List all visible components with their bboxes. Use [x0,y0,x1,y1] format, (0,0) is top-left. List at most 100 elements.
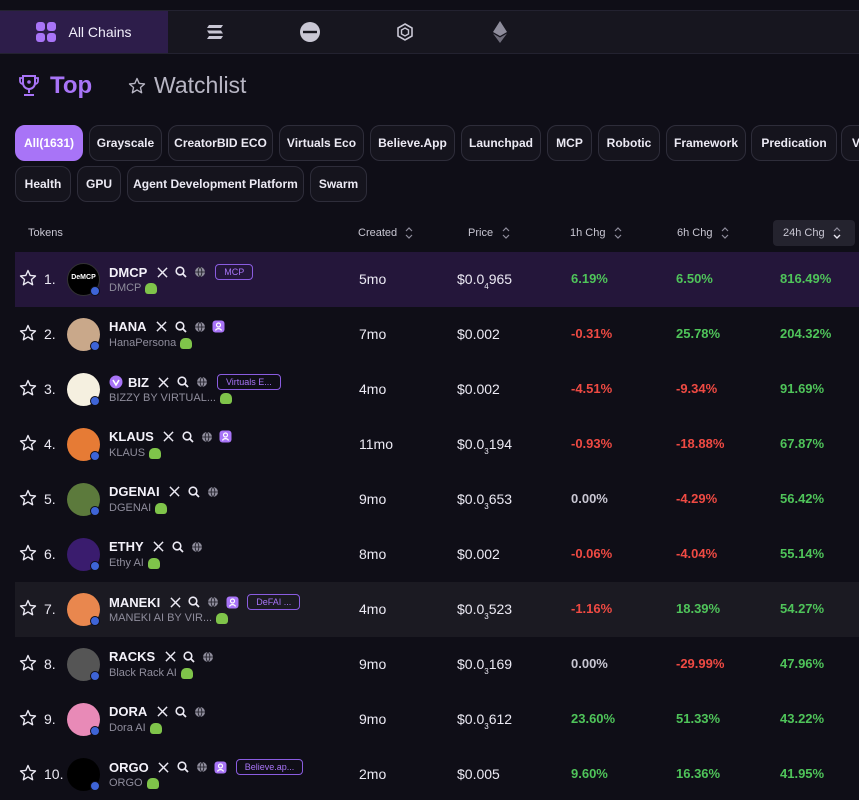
category-chip-mcp[interactable]: MCP [547,125,592,161]
agent-icon[interactable] [212,320,226,334]
table-row[interactable]: 3. BIZ Virtuals E... BIZZY BY VIRTUAL... 4mo… [15,362,859,417]
category-chip-predication[interactable]: Predication [751,125,837,161]
globe-icon[interactable] [193,705,207,719]
category-chip-all[interactable]: All(1631) [15,125,83,161]
category-chip-agent-dev[interactable]: Agent Development Platform [127,166,304,202]
search-icon[interactable] [181,430,195,444]
watchlist-star-icon[interactable] [19,489,39,509]
table-row[interactable]: 2. HANA HanaPersona 7mo $0.002 -0.31% 25.78% 20… [15,307,859,362]
search-icon[interactable] [174,265,188,279]
chain-tab-all[interactable]: All Chains [0,11,168,53]
column-created[interactable]: Created [358,215,413,251]
agent-icon[interactable] [225,595,239,609]
category-chip-grayscale[interactable]: Grayscale [89,125,162,161]
token-symbol[interactable]: DMCP [109,264,148,280]
token-rank: 10. [44,766,64,782]
token-created: 9mo [359,656,387,672]
watchlist-star-icon[interactable] [19,379,39,399]
token-symbol[interactable]: HANA [109,319,147,334]
category-chip-creatorbid[interactable]: CreatorBID ECO [168,125,273,161]
column-24h-change[interactable]: 24h Chg [773,220,855,246]
watchlist-star-icon[interactable] [19,434,39,454]
watchlist-star-icon[interactable] [19,324,39,344]
table-row[interactable]: 7. MANEKI DeFAI ... MANEKI AI BY VIR... 4mo $… [15,582,859,637]
category-chip-overflow[interactable]: V [841,125,859,161]
x-icon[interactable] [157,375,171,389]
table-row[interactable]: 6. ETHY Ethy AI 8mo $0.002 -0.06% -4.04% 55.14% [15,527,859,582]
category-chip-framework[interactable]: Framework [666,125,746,161]
globe-icon[interactable] [193,265,207,279]
token-symbol[interactable]: ETHY [109,539,144,554]
agent-icon[interactable] [214,760,228,774]
x-icon[interactable] [155,320,169,334]
x-icon[interactable] [163,650,177,664]
category-chip-swarm[interactable]: Swarm [310,166,367,202]
globe-icon[interactable] [206,485,220,499]
chain-tab-base[interactable] [290,11,330,53]
table-row[interactable]: 1. DeMCP DMCP MCP DMCP 5mo $0.04965 6.19% 6.50% 8… [15,252,859,307]
category-chip-gpu[interactable]: GPU [77,166,121,202]
globe-icon[interactable] [195,760,209,774]
watchlist-star-icon[interactable] [19,269,39,289]
watchlist-star-icon[interactable] [19,544,39,564]
token-tag[interactable]: Virtuals E... [216,374,281,390]
tab-watchlist[interactable]: Watchlist [128,72,246,99]
x-icon[interactable] [162,430,176,444]
watchlist-star-icon[interactable] [19,764,39,784]
x-icon[interactable] [168,595,182,609]
token-tag[interactable]: Believe.ap... [235,759,304,775]
token-symbol[interactable]: MANEKI [109,594,161,610]
watchlist-star-icon[interactable] [19,709,39,729]
watchlist-star-icon[interactable] [19,654,39,674]
token-name-line: ORGO Believe.ap... [109,759,304,775]
token-created: 5mo [359,271,387,287]
search-icon[interactable] [176,760,190,774]
chain-tab-bnb[interactable] [385,11,425,53]
x-icon[interactable] [155,705,169,719]
chain-tab-solana[interactable] [195,11,235,53]
token-symbol[interactable]: DGENAI [109,484,160,499]
table-row[interactable]: 10. ORGO Believe.ap... ORGO 2mo $0.005 9.60% 16… [15,747,859,800]
category-chip-believe[interactable]: Believe.App [370,125,455,161]
globe-icon[interactable] [201,650,215,664]
globe-icon[interactable] [190,540,204,554]
search-icon[interactable] [174,705,188,719]
tab-top[interactable]: Top [18,72,92,100]
globe-icon[interactable] [193,320,207,334]
token-tag[interactable]: DeFAI ... [247,594,301,610]
category-chip-virtuals[interactable]: Virtuals Eco [279,125,364,161]
column-price[interactable]: Price [468,215,510,251]
agent-icon[interactable] [219,430,233,444]
token-symbol[interactable]: ORGO [109,759,149,775]
search-icon[interactable] [174,320,188,334]
watchlist-star-icon[interactable] [19,599,39,619]
token-symbol[interactable]: RACKS [109,649,156,664]
category-chip-launchpad[interactable]: Launchpad [461,125,541,161]
category-chip-robotic[interactable]: Robotic [598,125,660,161]
search-icon[interactable] [171,540,185,554]
globe-icon[interactable] [206,595,220,609]
token-symbol[interactable]: BIZ [128,374,149,390]
table-row[interactable]: 4. KLAUS KLAUS 11mo $0.03194 -0.93% -18.88% 67.… [15,417,859,472]
globe-icon[interactable] [195,375,209,389]
search-icon[interactable] [182,650,196,664]
token-price: $0.03612 [457,711,512,731]
x-icon[interactable] [152,540,166,554]
chain-tab-ethereum[interactable] [480,11,520,53]
token-symbol[interactable]: DORA [109,704,148,719]
search-icon[interactable] [187,485,201,499]
table-row[interactable]: 8. RACKS Black Rack AI 9mo $0.03169 0.00% -29.… [15,637,859,692]
table-row[interactable]: 9. DORA Dora AI 9mo $0.03612 23.60% 51.33% 43.2… [15,692,859,747]
globe-icon[interactable] [200,430,214,444]
column-1h-change[interactable]: 1h Chg [570,215,622,251]
table-row[interactable]: 5. DGENAI DGENAI 9mo $0.03653 0.00% -4.29% 56.4… [15,472,859,527]
search-icon[interactable] [176,375,190,389]
token-symbol[interactable]: KLAUS [109,429,154,444]
column-6h-change[interactable]: 6h Chg [677,215,729,251]
x-icon[interactable] [157,760,171,774]
x-icon[interactable] [168,485,182,499]
token-tag[interactable]: MCP [215,264,254,280]
category-chip-health[interactable]: Health [15,166,71,202]
search-icon[interactable] [187,595,201,609]
x-icon[interactable] [155,265,169,279]
